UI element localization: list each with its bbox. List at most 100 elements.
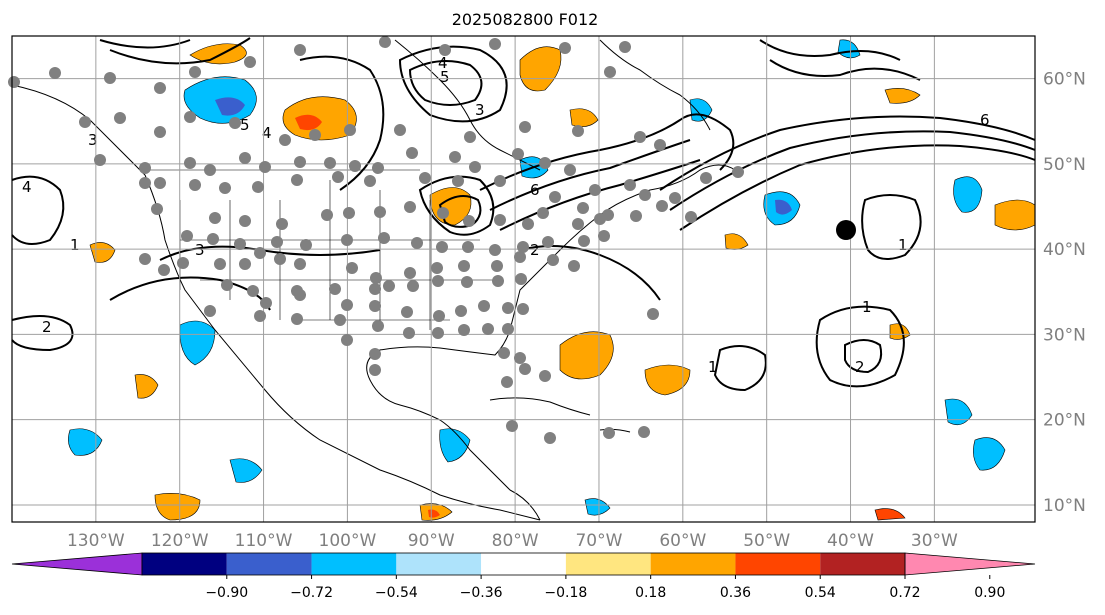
contour-label: 1 (862, 298, 872, 316)
station-marker (489, 244, 501, 256)
contour-label: 2 (42, 318, 52, 336)
station-marker (274, 253, 286, 265)
station-marker (214, 258, 226, 270)
station-marker (294, 258, 306, 270)
lon-tick-label: 50°W (743, 531, 790, 551)
station-marker (294, 289, 306, 301)
station-marker (271, 236, 283, 248)
lat-lon-grid (12, 36, 1035, 522)
station-marker (461, 276, 473, 288)
station-marker (346, 262, 358, 274)
station-marker (154, 126, 166, 138)
station-marker (239, 258, 251, 270)
station-marker (239, 215, 251, 227)
station-marker (139, 162, 151, 174)
station-marker (654, 139, 666, 151)
station-marker (568, 260, 580, 272)
station-marker (189, 179, 201, 191)
station-marker (577, 202, 589, 214)
station-marker (341, 334, 353, 346)
station-marker (463, 215, 475, 227)
station-marker (334, 314, 346, 326)
station-marker (234, 238, 246, 250)
station-marker (469, 161, 481, 173)
contour-label: 5 (240, 116, 250, 134)
station-marker (431, 262, 443, 274)
station-marker (184, 111, 196, 123)
station-marker (572, 125, 584, 137)
station-marker (647, 308, 659, 320)
colorbar-segment (396, 553, 482, 575)
station-marker (478, 300, 490, 312)
contour-labels: 1 1 1 1 2 2 2 3 3 3 4 4 4 5 5 6 6 (22, 54, 990, 376)
colorbar-segment (820, 553, 905, 575)
station-marker (502, 323, 514, 335)
station-marker (219, 182, 231, 194)
contour-label: 6 (980, 111, 990, 129)
station-marker (634, 131, 646, 143)
station-marker (452, 175, 464, 187)
station-marker (542, 236, 554, 248)
station-marker (49, 67, 61, 79)
station-marker (515, 273, 527, 285)
station-marker (207, 233, 219, 245)
station-marker (324, 157, 336, 169)
station-marker (619, 41, 631, 53)
colorbar-segment (142, 553, 227, 575)
station-marker (539, 370, 551, 382)
contour-label: 6 (530, 181, 540, 199)
lon-tick-label: 110°W (235, 531, 293, 551)
station-marker (374, 206, 386, 218)
station-marker (329, 283, 341, 295)
colorbar-segment (650, 553, 736, 575)
map-title: 2025082800 F012 (452, 10, 599, 29)
station-marker (685, 211, 697, 223)
station-marker (177, 257, 189, 269)
longitude-labels: 130°W 120°W 110°W 100°W 90°W 80°W 70°W 60°W 50°W… (67, 531, 958, 551)
colorbar-extend-max (904, 552, 1036, 576)
station-marker (406, 147, 418, 159)
station-marker (294, 156, 306, 168)
colorbar-tick-label: 0.36 (720, 585, 751, 601)
station-marker (8, 76, 20, 88)
station-marker (181, 230, 193, 242)
station-marker (332, 171, 344, 183)
station-marker (252, 181, 264, 193)
colorbar-outline (141, 552, 906, 576)
station-marker (369, 364, 381, 376)
station-marker (104, 72, 116, 84)
colorbar-tick-label: −0.90 (205, 585, 248, 601)
station-marker (547, 254, 559, 266)
colorbar-segment (565, 553, 651, 575)
station-markers (8, 36, 856, 444)
station-marker (549, 191, 561, 203)
station-marker (204, 305, 216, 317)
station-marker (370, 272, 382, 284)
highlight-marker (836, 220, 856, 240)
station-marker (603, 427, 615, 439)
station-marker (184, 157, 196, 169)
map-panel: 1 1 1 1 2 2 2 3 3 3 4 4 4 5 5 6 6 (8, 35, 1036, 523)
lon-tick-label: 40°W (827, 531, 874, 551)
station-marker (512, 148, 524, 160)
station-marker (514, 352, 526, 364)
latitude-labels: 10°N 20°N 30°N 40°N 50°N 60°N (1043, 70, 1086, 516)
colorbar-segment (481, 553, 566, 575)
station-marker (247, 285, 259, 297)
colorbar-tick-label: 0.72 (889, 585, 920, 601)
station-marker (404, 201, 416, 213)
station-marker (300, 239, 312, 251)
station-marker (378, 232, 390, 244)
station-marker (276, 218, 288, 230)
lon-tick-label: 70°W (575, 531, 622, 551)
station-marker (364, 175, 376, 187)
station-marker (204, 164, 216, 176)
station-marker (321, 209, 333, 221)
station-marker (564, 164, 576, 176)
station-marker (372, 320, 384, 332)
lon-tick-label: 30°W (911, 531, 958, 551)
station-marker (494, 175, 506, 187)
lat-tick-label: 50°N (1043, 155, 1086, 175)
station-marker (517, 241, 529, 253)
